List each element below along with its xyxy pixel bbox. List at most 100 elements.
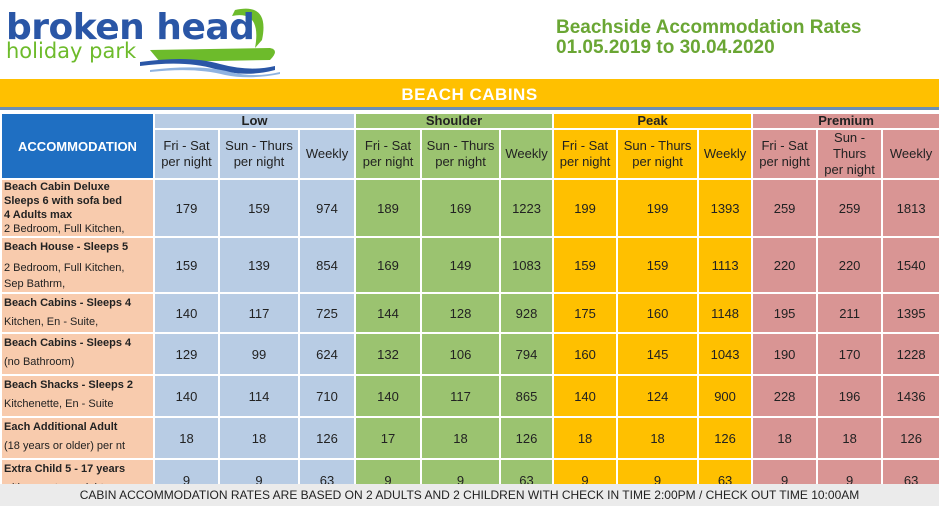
logo-wave-icon — [140, 8, 280, 78]
rate-cell-low: 126 — [297, 416, 357, 460]
rate-cell-peak: 18 — [616, 416, 700, 460]
rate-cell-shoulder: 17 — [354, 416, 423, 460]
rate-cell-low: 18 — [153, 416, 220, 460]
table-row: Beach Cabins - Sleeps 4 Kitchen, En - Sui… — [0, 292, 939, 334]
rate-cell-peak: 160 — [552, 332, 619, 376]
rate-cell-shoulder: 169 — [354, 236, 423, 294]
table-row: Each Additional Adult (18 years or older)… — [0, 416, 939, 460]
banner-label: BEACH CABINS — [401, 85, 538, 104]
accommodation-name-cell: Beach Shacks - Sleeps 2 Kitchenette, En -… — [0, 374, 155, 418]
rate-cell-peak: 18 — [552, 416, 619, 460]
rate-cell-shoulder: 149 — [420, 236, 502, 294]
rate-cell-peak: 199 — [552, 178, 619, 238]
rate-cell-low: 974 — [297, 178, 357, 238]
accommodation-name-cell: Each Additional Adult (18 years or older)… — [0, 416, 155, 460]
rate-cell-shoulder: 140 — [354, 374, 423, 418]
subheader-line1: Sun - Thurs — [426, 138, 495, 153]
logo-title: broken head — [6, 7, 255, 48]
accommodation-title: Each Additional Adult — [4, 421, 118, 433]
subheader-peak-1: Sun - Thurs per night — [616, 128, 700, 180]
rate-cell-shoulder: 865 — [499, 374, 555, 418]
rate-cell-peak: 175 — [552, 292, 619, 334]
subheader-line2: per night — [559, 154, 611, 169]
rate-cell-shoulder: 1083 — [499, 236, 555, 294]
rate-cell-premium: 170 — [816, 332, 884, 376]
rate-cell-premium: 220 — [751, 236, 819, 294]
rate-cell-low: 140 — [153, 374, 220, 418]
subheader-shoulder-1: Sun - Thurs per night — [420, 128, 502, 180]
accommodation-description: (18 years or older) per nt — [4, 440, 126, 452]
table-row: Beach Cabins - Sleeps 4 (no Bathroom) 129 9… — [0, 332, 939, 376]
rate-cell-shoulder: 18 — [420, 416, 502, 460]
rate-cell-shoulder: 126 — [499, 416, 555, 460]
subheader-premium-2: Weekly — [881, 128, 939, 180]
rate-cell-premium: 259 — [751, 178, 819, 238]
rate-cell-premium: 1436 — [881, 374, 939, 418]
rate-cell-shoulder: 132 — [354, 332, 423, 376]
accommodation-description: (no Bathroom) — [4, 356, 75, 368]
rate-cell-low: 159 — [218, 178, 300, 238]
rate-cell-low: 854 — [297, 236, 357, 294]
accommodation-title: 4 Adults max — [4, 209, 73, 221]
rate-cell-premium: 196 — [816, 374, 884, 418]
subheader-peak-0: Fri - Sat per night — [552, 128, 619, 180]
accommodation-title: Beach Cabins - Sleeps 4 — [4, 297, 132, 309]
subheader-line2: per night — [824, 162, 875, 177]
accommodation-description: Kitchenette, En - Suite — [4, 398, 114, 410]
broken-head-logo: broken head holiday park — [0, 0, 300, 80]
rate-cell-shoulder: 1223 — [499, 178, 555, 238]
rate-cell-low: 725 — [297, 292, 357, 334]
rate-cell-peak: 124 — [616, 374, 700, 418]
rate-cell-shoulder: 128 — [420, 292, 502, 334]
page-title-block: Beachside Accommodation Rates 01.05.2019… — [556, 18, 862, 58]
rate-cell-shoulder: 144 — [354, 292, 423, 334]
rate-cell-low: 159 — [153, 236, 220, 294]
rate-cell-premium: 195 — [751, 292, 819, 334]
season-peak-header: Peak — [552, 112, 754, 130]
rate-cell-low: 140 — [153, 292, 220, 334]
subheader-shoulder-0: Fri - Sat per night — [354, 128, 423, 180]
rate-cell-low: 99 — [218, 332, 300, 376]
rate-cell-low: 117 — [218, 292, 300, 334]
rate-cell-low: 114 — [218, 374, 300, 418]
rate-cell-shoulder: 117 — [420, 374, 502, 418]
rate-cell-low: 139 — [218, 236, 300, 294]
rate-cell-premium: 190 — [751, 332, 819, 376]
subheader-line1: Weekly — [305, 146, 349, 161]
subheader-premium-0: Fri - Sat per night — [751, 128, 819, 180]
page-title: Beachside Accommodation Rates — [556, 17, 862, 38]
rate-cell-shoulder: 106 — [420, 332, 502, 376]
accommodation-description: Sep Bathrm, — [4, 278, 66, 290]
subheader-premium-1: Sun - Thurs per night — [816, 128, 884, 180]
rate-cell-premium: 259 — [816, 178, 884, 238]
subheader-line2: per night — [632, 154, 683, 169]
accommodation-title: Extra Child 5 - 17 years — [4, 463, 126, 475]
rate-cell-premium: 18 — [816, 416, 884, 460]
subheader-line1: Fri - Sat — [364, 138, 412, 153]
subheader-line1: Weekly — [703, 146, 747, 161]
subheader-line1: Weekly — [889, 146, 933, 161]
subheader-low-2: Weekly — [297, 128, 357, 180]
accommodation-title: Beach House - Sleeps 5 — [4, 241, 129, 253]
subheader-line1: Fri - Sat — [761, 138, 808, 153]
rate-cell-premium: 126 — [881, 416, 939, 460]
rate-cell-low: 710 — [297, 374, 357, 418]
rate-cell-low: 129 — [153, 332, 220, 376]
subheader-line2: per night — [233, 154, 285, 169]
season-premium-header: Premium — [751, 112, 939, 130]
rate-cell-low: 624 — [297, 332, 357, 376]
season-shoulder-header: Shoulder — [354, 112, 555, 130]
accommodation-name-cell: Beach Cabin Deluxe Sleeps 6 with sofa bed… — [0, 178, 155, 238]
rate-cell-shoulder: 928 — [499, 292, 555, 334]
subheader-shoulder-2: Weekly — [499, 128, 555, 180]
subheader-low-1: Sun - Thurs per night — [218, 128, 300, 180]
subheader-line2: per night — [362, 154, 414, 169]
rate-cell-premium: 220 — [816, 236, 884, 294]
rate-cell-premium: 1395 — [881, 292, 939, 334]
rate-cell-peak: 145 — [616, 332, 700, 376]
subheader-line2: per night — [161, 154, 212, 169]
season-low-header: Low — [152, 112, 357, 130]
subheader-line2: per night — [435, 154, 486, 169]
rate-cell-peak: 159 — [552, 236, 619, 294]
subheader-peak-2: Weekly — [697, 128, 754, 180]
